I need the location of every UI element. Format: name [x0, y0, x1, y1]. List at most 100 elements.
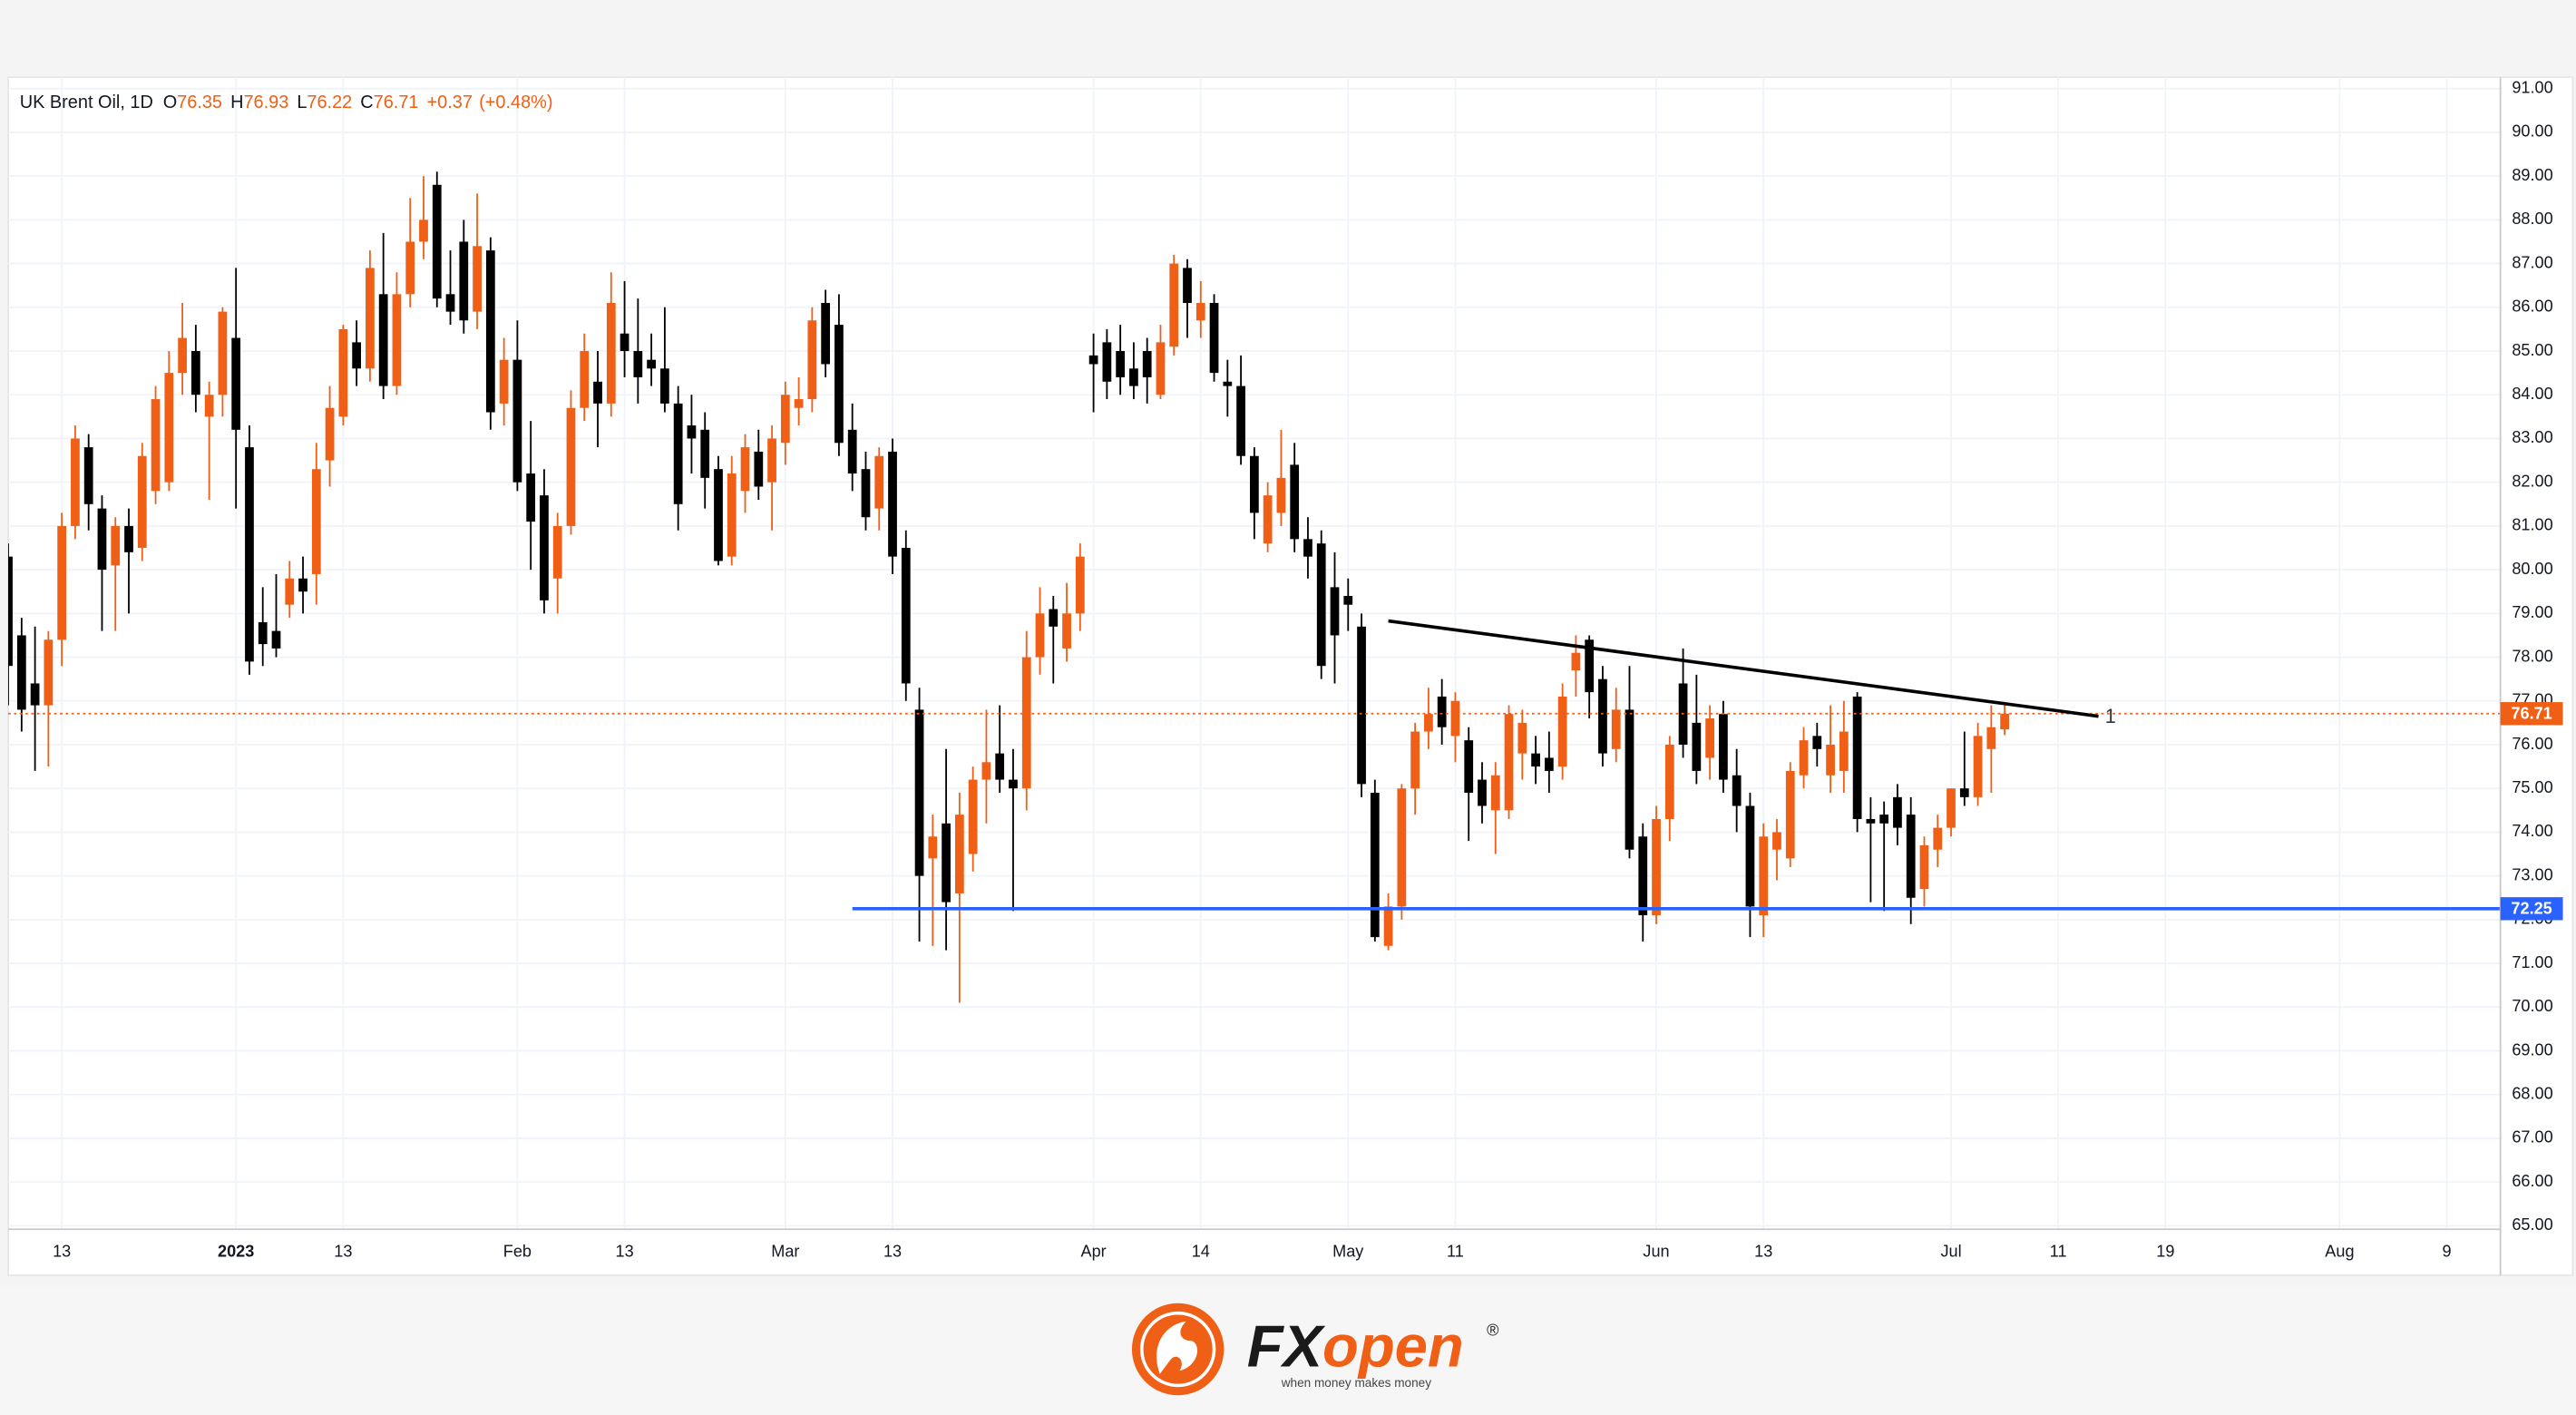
- y-tick-label: 80.00: [2512, 560, 2552, 578]
- x-tick-label: 19: [2156, 1242, 2174, 1260]
- candle-body: [1049, 609, 1059, 627]
- candle-body: [1316, 543, 1326, 667]
- candle-body: [754, 451, 764, 487]
- candle-body: [164, 373, 174, 483]
- candle-body: [1785, 770, 1795, 859]
- candle-body: [1343, 596, 1353, 605]
- candle-body: [83, 447, 93, 504]
- candle-body: [1692, 722, 1702, 771]
- logo-ring: [1139, 1311, 1216, 1388]
- candle-body: [1852, 696, 1862, 819]
- x-tick-label: Apr: [1081, 1242, 1107, 1260]
- candle-body: [1866, 818, 1876, 824]
- candle-body: [1129, 368, 1138, 386]
- candle-body: [1625, 709, 1634, 850]
- candle-body: [366, 268, 375, 369]
- candle-body: [44, 639, 54, 706]
- candle-body: [445, 294, 455, 312]
- candle-body: [97, 508, 107, 571]
- y-tick-label: 69.00: [2512, 1040, 2552, 1059]
- candle-body: [1557, 696, 1567, 767]
- candle-body: [861, 469, 871, 518]
- candle-body: [16, 635, 26, 710]
- candle-body: [30, 683, 40, 706]
- candle-body: [151, 399, 161, 492]
- candle-body: [740, 447, 750, 492]
- candle-body: [204, 395, 214, 417]
- x-tick-label: 11: [1447, 1242, 1464, 1260]
- y-tick-label: 65.00: [2512, 1215, 2552, 1234]
- candle-body: [552, 525, 562, 579]
- brand-logo: FXopen ® when money makes money: [1131, 1303, 1499, 1396]
- candle-body: [459, 241, 469, 321]
- candle-body: [190, 351, 200, 395]
- plot-area: [8, 171, 2501, 1003]
- x-tick-label: Feb: [503, 1242, 532, 1260]
- candle-body: [1156, 342, 1166, 395]
- price-tag-label: 76.71: [2511, 704, 2552, 722]
- candle-body: [71, 438, 80, 526]
- candle-body: [1370, 793, 1380, 938]
- candle-body: [1531, 753, 1540, 767]
- candle-body: [124, 525, 133, 552]
- candle-body: [834, 325, 844, 444]
- candle-body: [1236, 385, 1245, 456]
- candle-body: [1719, 714, 1728, 780]
- candle-body: [378, 294, 388, 386]
- candle-body: [311, 469, 321, 574]
- legend-value: 76.71: [374, 93, 419, 112]
- x-tick-label: 13: [616, 1242, 634, 1260]
- candle-body: [1652, 818, 1661, 916]
- candle-body: [1021, 657, 1031, 789]
- candle-body: [633, 351, 643, 377]
- y-tick-label: 85.00: [2512, 341, 2552, 359]
- candle-body: [888, 451, 897, 557]
- candle-body: [995, 753, 1005, 780]
- candle-body: [1424, 714, 1433, 732]
- legend-key: O: [163, 93, 177, 112]
- candle-body: [1986, 727, 1996, 749]
- candle-body: [1973, 736, 1983, 797]
- candle-body: [660, 368, 669, 404]
- candle-body: [1732, 775, 1742, 806]
- candle-body: [1183, 268, 1192, 303]
- brand-tagline: when money makes money: [1281, 1376, 1431, 1390]
- candle-body: [1303, 539, 1312, 557]
- legend-key: H: [230, 93, 243, 112]
- candle-body: [1611, 709, 1621, 749]
- y-tick-label: 83.00: [2512, 428, 2552, 446]
- candle-body: [1959, 788, 1969, 797]
- logo-dragon: [1156, 1321, 1198, 1374]
- y-tick-label: 82.00: [2512, 472, 2552, 490]
- candle-body: [1705, 718, 1714, 758]
- candle-body: [1397, 788, 1407, 907]
- candle-body: [540, 495, 549, 600]
- candle-body: [928, 836, 938, 859]
- x-tick-label: 13: [53, 1242, 71, 1260]
- candle-body: [2000, 713, 2009, 730]
- candle-body: [1759, 836, 1769, 916]
- candle-body: [1102, 342, 1112, 382]
- candle-body: [111, 525, 121, 566]
- x-tick-label: Jun: [1643, 1242, 1669, 1260]
- y-tick-label: 68.00: [2512, 1085, 2552, 1103]
- candle-body: [1035, 613, 1045, 658]
- candle-body: [874, 455, 884, 509]
- legend-change: +0.37: [427, 93, 473, 112]
- candle-body: [432, 184, 442, 299]
- candle-body: [1571, 652, 1581, 671]
- candle-body: [1357, 626, 1366, 785]
- candle-body: [1062, 613, 1071, 649]
- x-tick-label: Mar: [771, 1242, 799, 1260]
- candle-body: [1906, 815, 1916, 898]
- candle-body: [1478, 779, 1487, 806]
- candle-body: [1330, 587, 1340, 636]
- y-tick-label: 73.00: [2512, 865, 2552, 883]
- candle-body: [1504, 714, 1514, 811]
- candle-body: [245, 447, 254, 662]
- candle-body: [807, 320, 817, 400]
- candle-body: [687, 424, 697, 439]
- legend-change-pct: (+0.48%): [479, 93, 552, 112]
- chart-title: UK Brent Oil, 1D: [20, 93, 153, 112]
